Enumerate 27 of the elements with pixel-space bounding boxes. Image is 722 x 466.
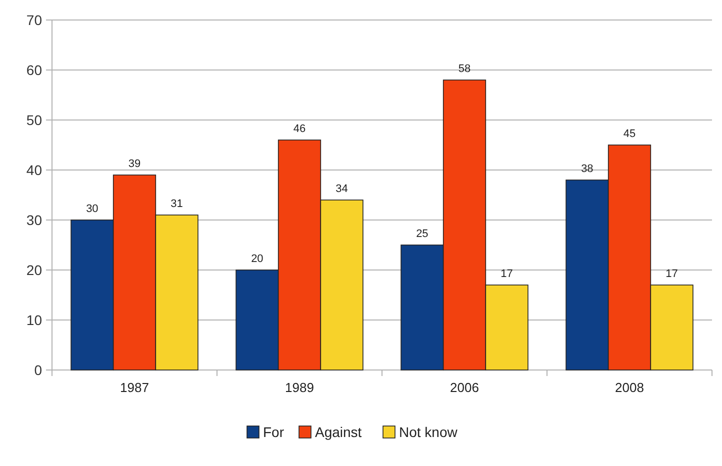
data-label: 34 [336,183,348,195]
y-tick-label: 10 [26,312,42,328]
y-tick-label: 0 [34,362,42,378]
data-label: 30 [86,203,98,215]
x-tick-label: 1987 [120,380,149,395]
x-tick-label: 2006 [450,380,479,395]
data-label: 20 [251,253,264,265]
data-label: 25 [416,228,428,240]
data-label: 39 [128,158,141,170]
x-tick-label: 2008 [615,380,644,395]
y-tick-label: 60 [26,62,42,78]
legend-label: Not know [399,424,458,440]
y-tick-label: 40 [26,162,42,178]
y-tick-label: 30 [26,212,42,228]
data-label: 17 [500,268,513,280]
y-tick-label: 70 [26,12,42,28]
data-label: 17 [666,268,678,280]
data-label: 45 [623,128,636,140]
data-label: 58 [458,63,471,75]
data-label: 38 [581,163,594,175]
data-label: 46 [293,123,306,135]
data-label: 31 [170,198,183,210]
x-tick-label: 1989 [285,380,314,395]
legend-label: Against [315,424,362,440]
legend-label: For [263,424,284,440]
y-tick-label: 20 [26,262,42,278]
y-tick-label: 50 [26,112,42,128]
